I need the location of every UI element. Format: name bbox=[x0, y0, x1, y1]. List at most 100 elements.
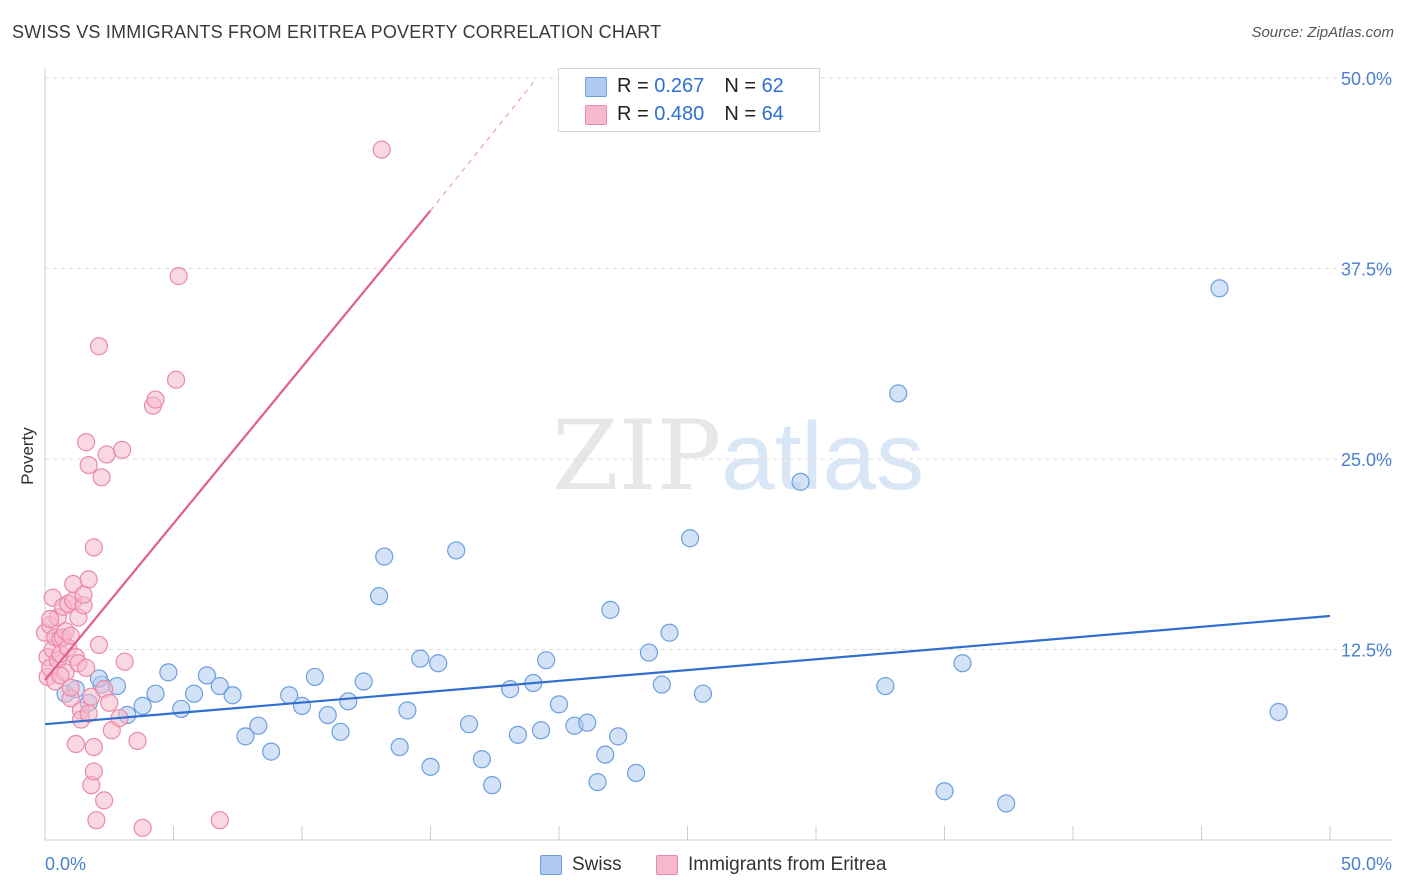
swiss-point bbox=[693, 684, 713, 703]
legend-n-label: N = bbox=[724, 102, 756, 125]
legend-swatch-eritrea bbox=[585, 105, 607, 125]
swiss-point bbox=[935, 782, 954, 801]
eritrea-point bbox=[97, 445, 116, 464]
stats-legend: R = 0.267 N = 62 R = 0.480 N = 64 bbox=[558, 68, 820, 132]
x-tick-label: 50.0% bbox=[1341, 854, 1392, 874]
swiss-trend-line bbox=[44, 614, 1331, 726]
swiss-point bbox=[660, 623, 679, 642]
swiss-point bbox=[447, 541, 466, 560]
swiss-point bbox=[354, 672, 373, 691]
legend-n-value: 62 bbox=[761, 74, 784, 97]
source-label: Source: ZipAtlas.com bbox=[1251, 24, 1394, 41]
swiss-point bbox=[953, 654, 972, 673]
swiss-point bbox=[537, 651, 556, 670]
swiss-point bbox=[305, 667, 324, 687]
swiss-point bbox=[596, 745, 615, 764]
eritrea-point bbox=[115, 652, 134, 671]
bottom-legend-swatch-eritrea bbox=[656, 855, 678, 875]
swiss-point bbox=[472, 750, 491, 769]
bottom-legend-swatch-swiss bbox=[540, 855, 562, 875]
eritrea-point bbox=[77, 433, 96, 452]
swiss-point bbox=[331, 722, 350, 741]
swiss-point bbox=[133, 696, 152, 715]
swiss-point bbox=[159, 663, 178, 682]
swiss-point bbox=[318, 705, 337, 725]
eritrea-point bbox=[61, 626, 80, 645]
eritrea-point bbox=[79, 704, 98, 723]
swiss-point bbox=[262, 742, 281, 761]
eritrea-point bbox=[112, 440, 132, 459]
swiss-point bbox=[1269, 702, 1288, 722]
swiss-point bbox=[1210, 279, 1229, 298]
swiss-point bbox=[292, 696, 312, 715]
swiss-point bbox=[184, 684, 204, 703]
bottom-legend-eritrea: Immigrants from Eritrea bbox=[656, 852, 886, 878]
y-tick-label: 25.0% bbox=[1341, 450, 1392, 470]
watermark: ZIPatlas bbox=[552, 400, 924, 512]
eritrea-point bbox=[87, 811, 106, 830]
swiss-point bbox=[398, 701, 417, 720]
legend-r-value: 0.480 bbox=[654, 102, 705, 125]
swiss-point bbox=[375, 547, 394, 566]
eritrea-point bbox=[146, 390, 165, 409]
legend-n-value: 64 bbox=[761, 102, 784, 125]
y-tick-label: 50.0% bbox=[1341, 69, 1392, 89]
legend-swatch-swiss bbox=[585, 77, 607, 97]
eritrea-point bbox=[128, 731, 147, 751]
swiss-point bbox=[339, 692, 358, 711]
eritrea-point bbox=[89, 635, 109, 655]
legend-r-label: R = bbox=[617, 102, 649, 125]
eritrea-point bbox=[77, 658, 96, 677]
legend-r-label: R = bbox=[617, 74, 649, 97]
eritrea-point bbox=[210, 811, 229, 830]
swiss-point bbox=[483, 776, 502, 795]
x-tick-label: 0.0% bbox=[45, 854, 86, 874]
watermark-zip: ZIP bbox=[552, 400, 722, 512]
eritrea-point bbox=[66, 734, 85, 754]
legend-r-value: 0.267 bbox=[654, 74, 705, 97]
y-tick-label: 37.5% bbox=[1341, 260, 1392, 280]
swiss-point bbox=[791, 472, 810, 491]
swiss-point bbox=[197, 666, 217, 685]
swiss-point bbox=[588, 772, 607, 792]
swiss-point bbox=[429, 654, 448, 673]
legend-row-swiss: R = 0.267 N = 62 bbox=[617, 73, 784, 99]
swiss-point bbox=[210, 676, 229, 696]
legend-row-eritrea: R = 0.480 N = 64 bbox=[617, 101, 784, 127]
swiss-point bbox=[531, 721, 551, 740]
swiss-point bbox=[411, 649, 430, 668]
bottom-legend-label-swiss: Swiss bbox=[572, 854, 622, 875]
swiss-point bbox=[549, 695, 569, 714]
eritrea-point bbox=[51, 666, 70, 685]
eritrea-point bbox=[41, 609, 60, 629]
swiss-point bbox=[236, 727, 255, 746]
swiss-point bbox=[997, 794, 1016, 813]
swiss-point bbox=[390, 737, 409, 757]
swiss-point bbox=[609, 727, 628, 746]
swiss-point bbox=[889, 384, 908, 403]
eritrea-point bbox=[79, 455, 98, 475]
swiss-point bbox=[601, 600, 620, 619]
swiss-point bbox=[172, 699, 191, 719]
eritrea-point bbox=[100, 693, 119, 712]
eritrea-trend-line bbox=[44, 209, 432, 681]
eritrea-point bbox=[95, 791, 114, 810]
swiss-point bbox=[508, 725, 527, 744]
swiss-point bbox=[223, 686, 242, 705]
legend-n-label: N = bbox=[724, 74, 756, 97]
eritrea-point bbox=[169, 267, 188, 286]
eritrea-point bbox=[166, 370, 186, 389]
eritrea-point bbox=[92, 468, 111, 487]
swiss-point bbox=[876, 676, 895, 696]
swiss-point bbox=[626, 763, 646, 783]
swiss-point bbox=[370, 587, 389, 606]
swiss-point bbox=[501, 680, 520, 699]
eritrea-point bbox=[79, 570, 98, 589]
swiss-point bbox=[680, 529, 700, 548]
eritrea-point bbox=[84, 538, 103, 557]
swiss-point bbox=[652, 675, 671, 694]
swiss-point bbox=[146, 684, 165, 703]
bottom-legend-label-eritrea: Immigrants from Eritrea bbox=[688, 854, 887, 875]
eritrea-point bbox=[74, 585, 93, 604]
